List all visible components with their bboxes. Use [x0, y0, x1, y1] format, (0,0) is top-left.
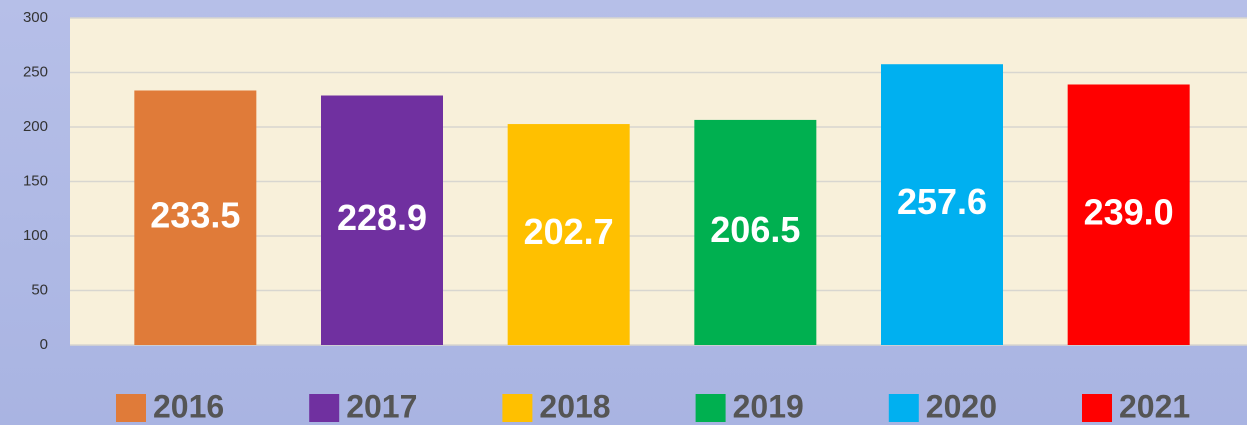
legend-swatch — [888, 394, 919, 422]
data-label: 206.5 — [710, 209, 800, 250]
bar — [881, 64, 1003, 345]
y-tick-label: 50 — [31, 281, 48, 298]
bar — [134, 90, 257, 345]
data-label: 239.0 — [1084, 191, 1174, 232]
data-label: 233.5 — [150, 194, 240, 235]
bar — [507, 124, 630, 345]
legend-label: 2016 — [153, 388, 224, 424]
legend-swatch — [1082, 394, 1112, 422]
legend-swatch — [309, 394, 340, 422]
y-tick-label: 100 — [23, 227, 48, 244]
legend-label: 2021 — [1119, 388, 1190, 424]
legend-swatch — [695, 394, 726, 422]
bar — [1067, 84, 1190, 346]
y-tick-label: 300 — [23, 9, 48, 26]
legend-swatch — [502, 394, 533, 422]
legend-swatch — [116, 394, 146, 422]
data-label: 202.7 — [524, 211, 614, 252]
data-label: 228.9 — [337, 197, 427, 238]
y-tick-label: 250 — [23, 63, 48, 80]
bar — [694, 119, 817, 345]
data-label: 257.6 — [897, 181, 987, 222]
y-tick-label: 200 — [23, 118, 48, 135]
legend-label: 2020 — [926, 388, 997, 424]
legend-label: 2019 — [733, 388, 804, 424]
y-tick-label: 0 — [40, 336, 48, 353]
y-tick-label: 150 — [23, 172, 48, 189]
legend-label: 2018 — [539, 388, 610, 424]
legend-label: 2017 — [346, 388, 417, 424]
bar — [321, 95, 443, 346]
